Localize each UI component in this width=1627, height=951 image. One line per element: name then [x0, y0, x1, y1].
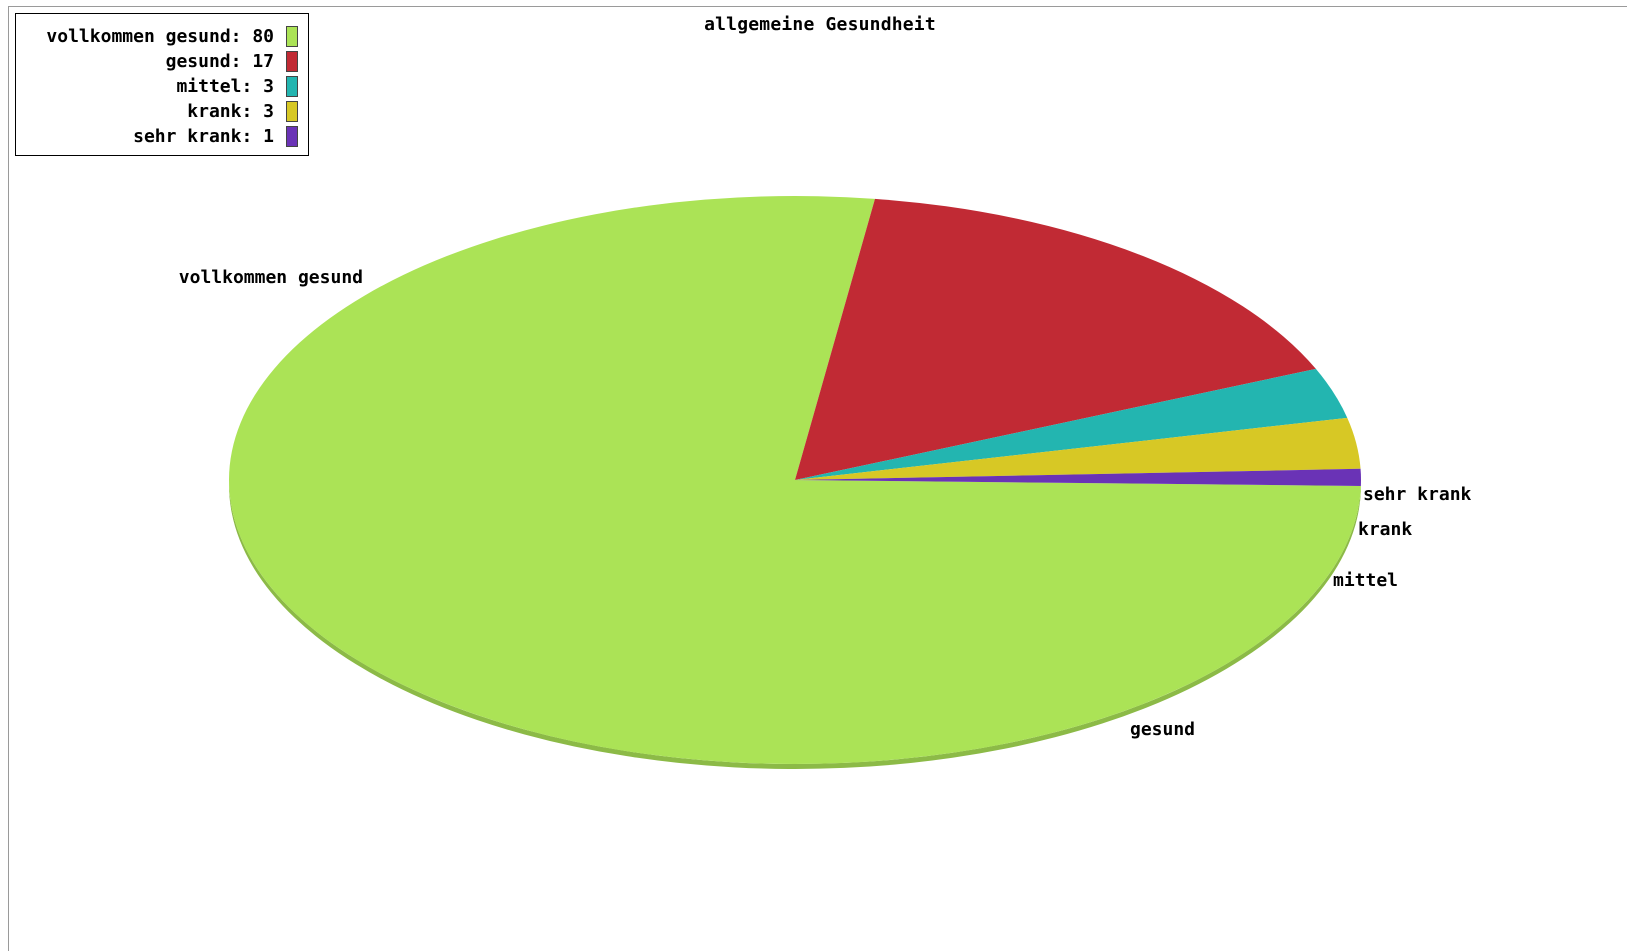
pie-slice-vollkommen-gesund	[228, 196, 1361, 765]
legend-swatch	[286, 50, 298, 72]
slice-label: gesund	[1130, 719, 1195, 740]
legend-swatch	[286, 75, 298, 97]
legend-item: krank: 3	[187, 99, 298, 123]
legend-label: vollkommen gesund: 80	[46, 25, 274, 47]
slice-label: mittel	[1333, 570, 1398, 591]
legend-label: gesund: 17	[165, 50, 274, 72]
pie-labels: vollkommen gesund gesund mittel krank sehr k…	[179, 267, 1472, 740]
legend-label: mittel: 3	[176, 75, 274, 97]
pie-slice-gesund	[795, 198, 1316, 480]
legend-label: krank: 3	[187, 100, 274, 122]
legend-item: sehr krank: 1	[133, 124, 298, 148]
legend-label: sehr krank: 1	[133, 125, 274, 147]
pie-slice-sehr-krank	[795, 468, 1361, 486]
legend-item: mittel: 3	[176, 74, 298, 98]
chart-frame	[8, 6, 1627, 951]
legend: vollkommen gesund: 80 gesund: 17 mittel:…	[15, 13, 309, 156]
legend-swatch	[286, 125, 298, 147]
pie-slices	[228, 196, 1361, 765]
pie-slice-mittel	[795, 368, 1348, 480]
slice-label: vollkommen gesund	[179, 267, 363, 288]
legend-item: vollkommen gesund: 80	[46, 24, 298, 48]
pie-slice-krank	[795, 417, 1361, 480]
chart-title: allgemeine Gesundheit	[704, 14, 936, 35]
legend-item: gesund: 17	[166, 49, 298, 73]
legend-swatch	[286, 25, 298, 47]
legend-swatch	[286, 100, 298, 122]
slice-label: sehr krank	[1363, 484, 1472, 505]
slice-label: krank	[1358, 519, 1412, 540]
